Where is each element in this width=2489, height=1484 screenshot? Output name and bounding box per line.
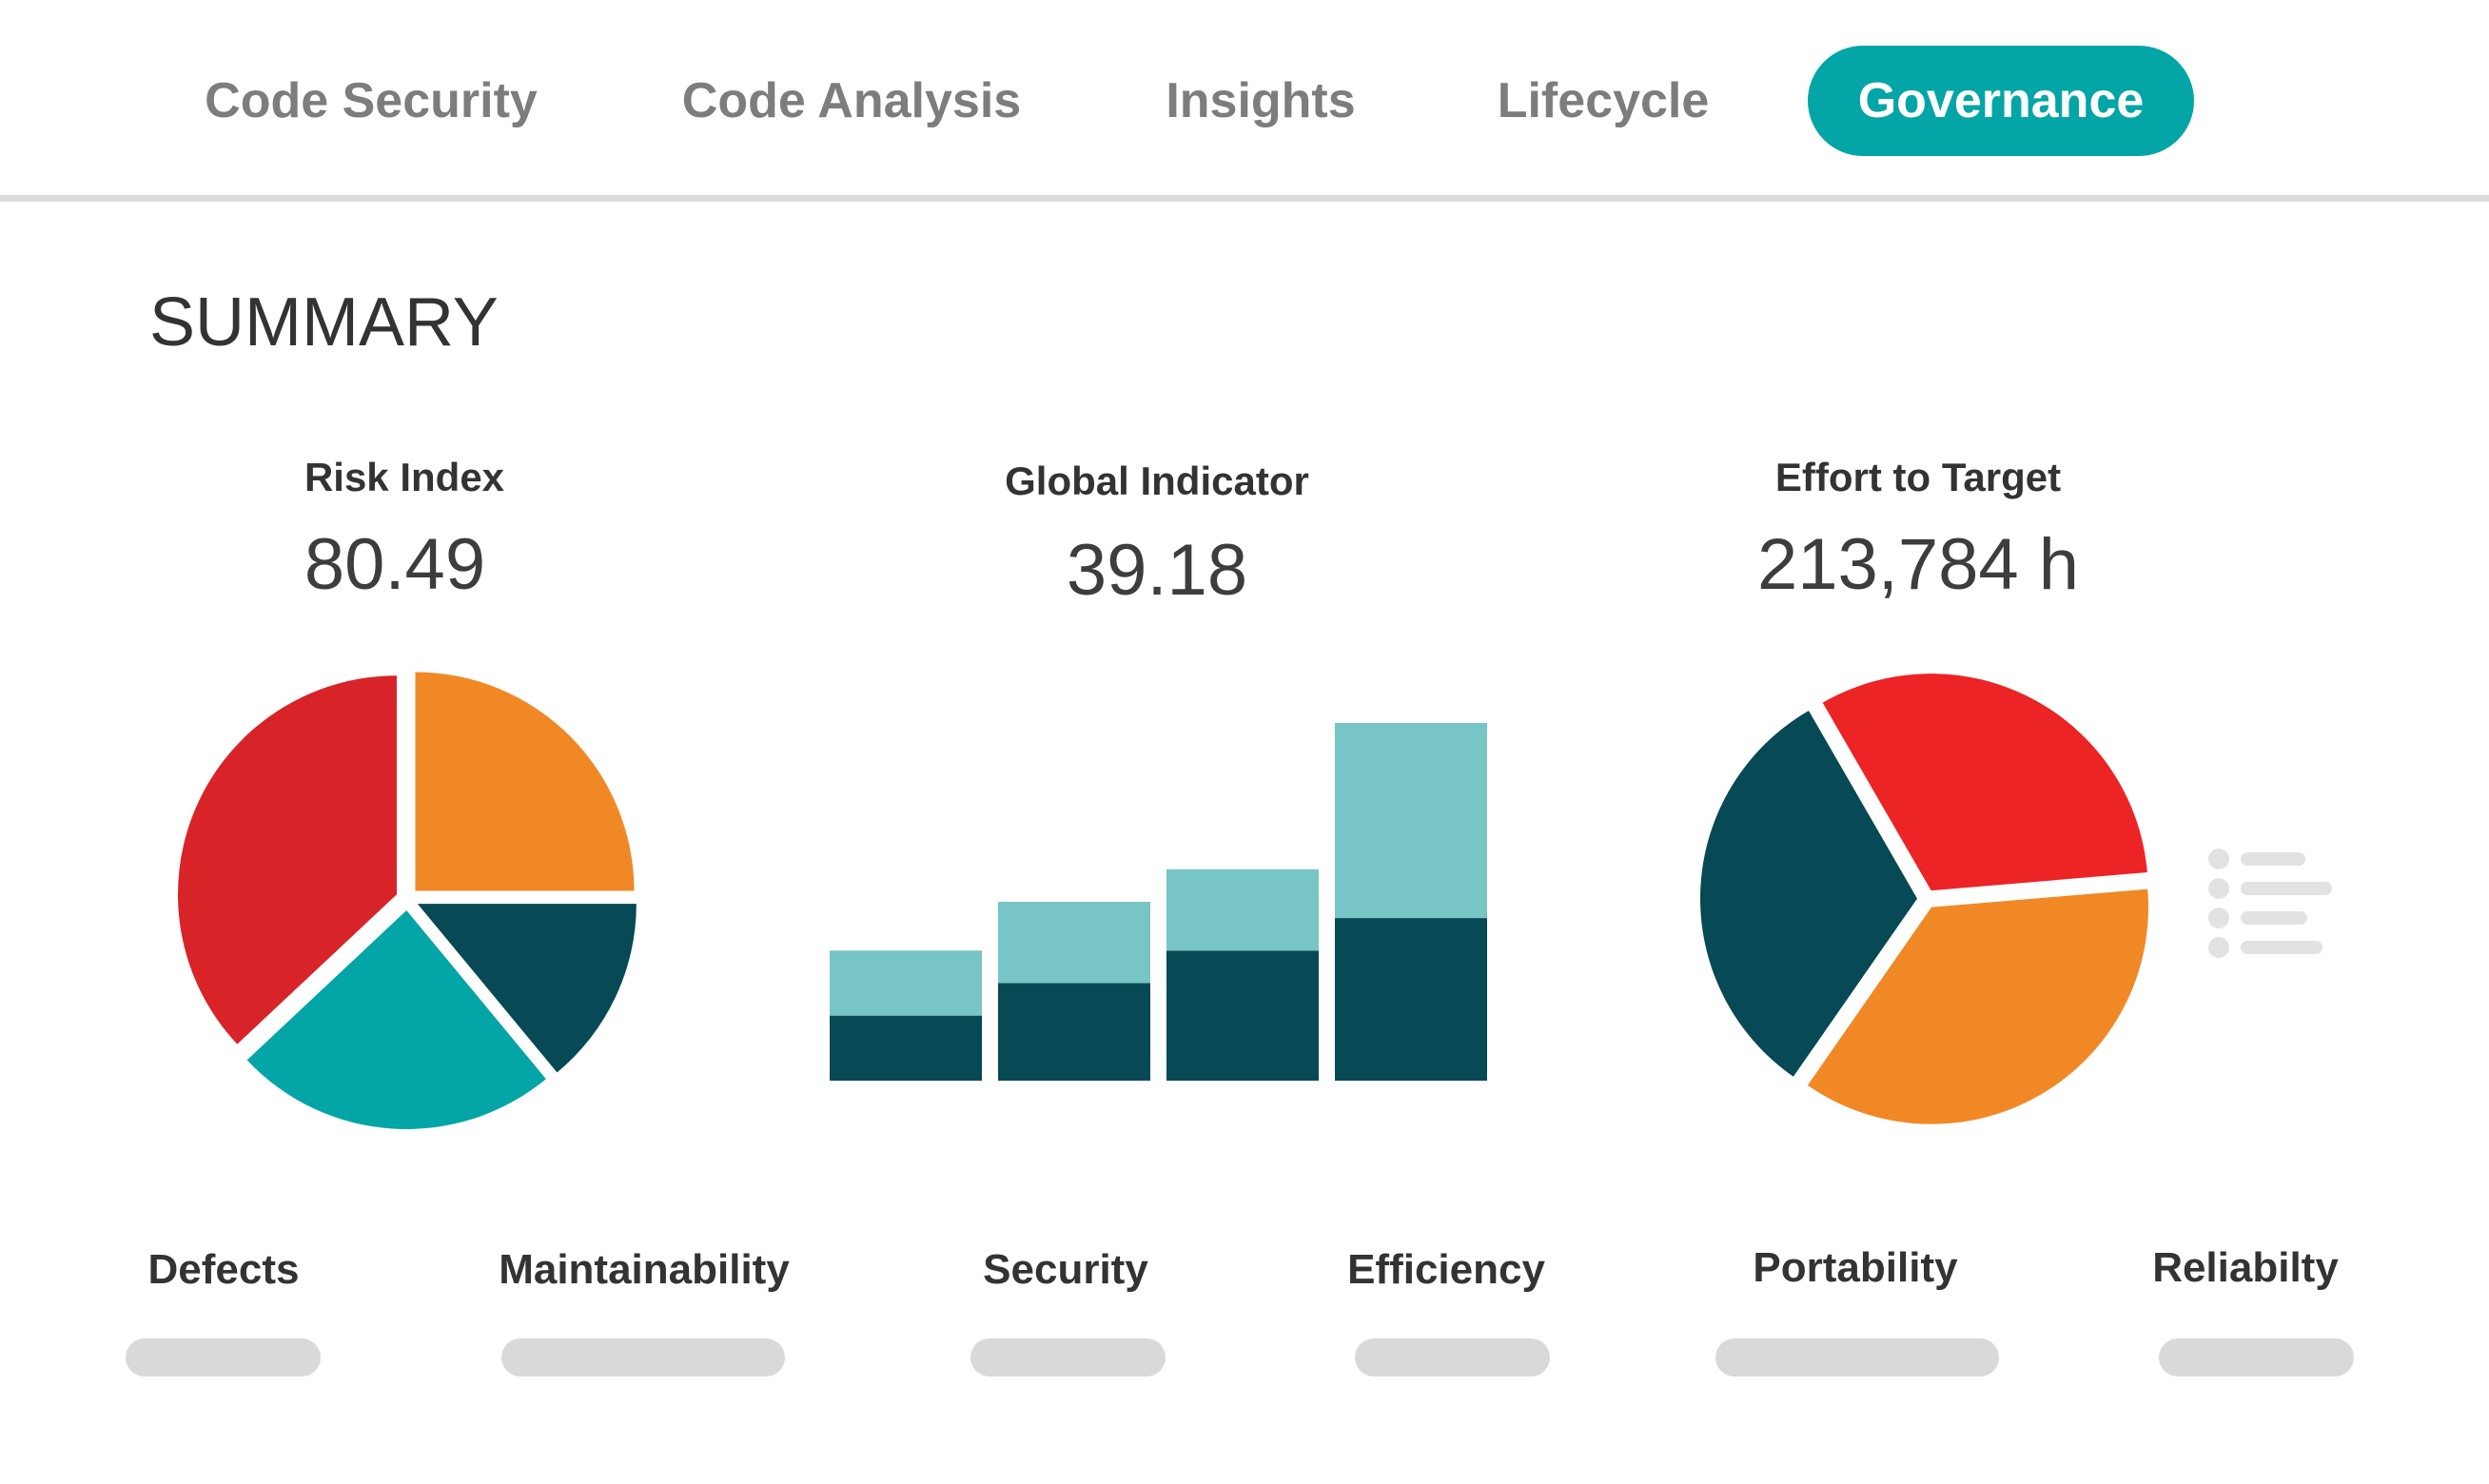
defects-value-placeholder bbox=[126, 1338, 321, 1377]
metric-title-global-indicator: Global Indicator bbox=[1005, 459, 1309, 503]
category-label-maintainability: Maintainability bbox=[499, 1246, 790, 1293]
efficiency-value-placeholder bbox=[1355, 1338, 1550, 1377]
tab-code-analysis[interactable]: Code Analysis bbox=[681, 73, 1022, 128]
security-value-placeholder bbox=[970, 1338, 1166, 1377]
tab-governance[interactable]: Governance bbox=[1808, 46, 2194, 156]
risk-index-pie-slice-2 bbox=[417, 904, 637, 1073]
metric-value-effort-to-target: 213,784 h bbox=[1756, 524, 2080, 605]
tab-bar: Code Security Code Analysis Insights Lif… bbox=[0, 0, 2489, 200]
tab-code-security[interactable]: Code Security bbox=[205, 73, 538, 128]
legend-list-icon[interactable] bbox=[2207, 842, 2350, 966]
category-label-reliability: Reliabilty bbox=[2152, 1244, 2339, 1291]
metric-title-risk-index: Risk Index bbox=[304, 455, 505, 499]
bar-1-segment-2 bbox=[830, 950, 982, 1016]
effort-to-target-pie-chart bbox=[1700, 674, 2148, 1124]
bar-3-segment-2 bbox=[1166, 869, 1319, 951]
tab-divider bbox=[0, 195, 2489, 202]
global-indicator-bar-chart bbox=[830, 723, 1487, 1081]
metric-value-global-indicator: 39.18 bbox=[1066, 530, 1248, 611]
page-title: SUMMARY bbox=[149, 284, 499, 361]
category-label-security: Security bbox=[983, 1246, 1148, 1293]
risk-index-pie-slice-3 bbox=[246, 909, 546, 1129]
bar-4-segment-1 bbox=[1335, 918, 1487, 1081]
maintainability-value-placeholder bbox=[501, 1338, 785, 1377]
reliability-value-placeholder bbox=[2159, 1338, 2354, 1377]
effort-pie-slice-2 bbox=[1807, 888, 2148, 1124]
effort-pie-slice-3 bbox=[1700, 711, 1918, 1077]
portability-value-placeholder bbox=[1715, 1338, 1999, 1377]
tab-insights[interactable]: Insights bbox=[1166, 73, 1356, 128]
bar-3-segment-1 bbox=[1166, 950, 1319, 1081]
category-label-defects: Defects bbox=[147, 1246, 300, 1293]
risk-index-pie-slice-1 bbox=[415, 672, 635, 891]
bar-2-segment-2 bbox=[998, 902, 1150, 984]
bar-1-segment-1 bbox=[830, 1015, 982, 1081]
risk-index-pie-chart bbox=[177, 672, 637, 1129]
bar-4-segment-2 bbox=[1335, 723, 1487, 919]
bar-2-segment-1 bbox=[998, 983, 1150, 1081]
effort-pie-slice-1 bbox=[1822, 674, 2147, 891]
risk-index-pie-slice-4 bbox=[177, 675, 397, 1045]
tab-lifecycle[interactable]: Lifecycle bbox=[1497, 73, 1710, 128]
category-label-efficiency: Efficiency bbox=[1347, 1246, 1545, 1293]
metric-title-effort-to-target: Effort to Target bbox=[1774, 455, 2062, 499]
category-label-portability: Portability bbox=[1753, 1244, 1958, 1291]
metric-value-risk-index: 80.49 bbox=[304, 524, 486, 605]
